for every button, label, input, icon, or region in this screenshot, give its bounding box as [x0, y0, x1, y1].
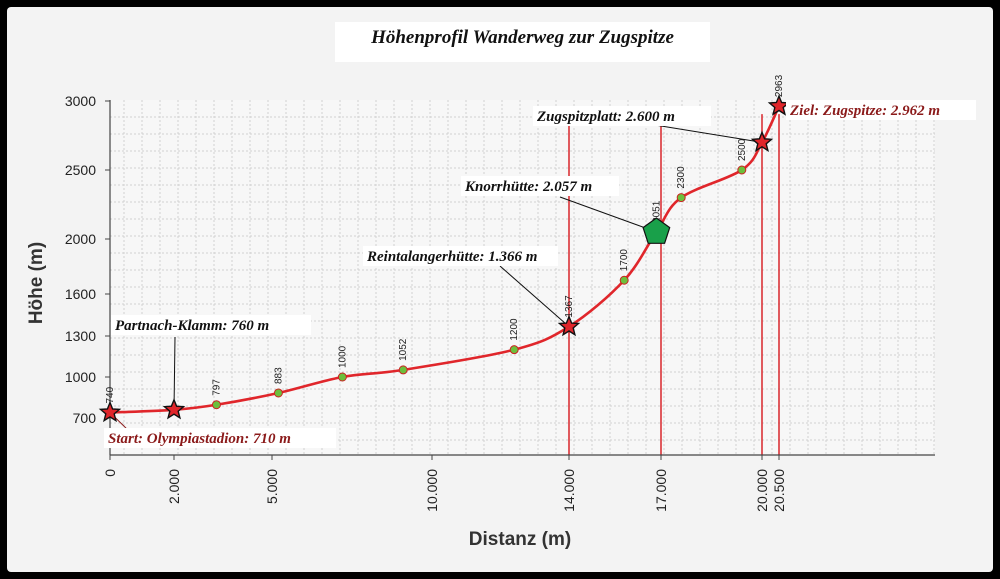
annotation-leader: [499, 265, 570, 327]
data-point: [337, 372, 347, 382]
annotation-label: Reintalangerhütte: 1.366 m: [366, 249, 537, 265]
y-tick-label: 1000: [65, 369, 96, 385]
value-label: 2300: [676, 166, 687, 189]
elevation-line: [109, 105, 781, 414]
annotation-box: [104, 428, 336, 448]
value-label: 797: [211, 379, 222, 396]
y-tick-label: 3000: [65, 93, 96, 109]
plot-area: [110, 100, 935, 455]
star-marker: [557, 314, 581, 337]
annotation-label: Partnach-Klamm: 760 m: [115, 318, 269, 334]
x-tick-label: 17.000: [653, 469, 669, 512]
data-point: [509, 345, 519, 355]
x-tick-label: 5.000: [264, 469, 280, 504]
value-label: 883: [273, 367, 284, 384]
y-tick-labels: 700 1000 1300 1600 2000 2500 3000: [65, 93, 110, 426]
annotation-label: Start: Olympiastadion: 710 m: [108, 431, 291, 447]
value-labels: 740 797 883 1000 1052 1200 1367 1700 2051 2300 250…: [105, 74, 785, 403]
y-axis-title: Höhe (m): [26, 242, 47, 324]
value-label: 1367: [564, 295, 575, 318]
y-tick-label: 1600: [65, 286, 96, 302]
value-label: 1052: [398, 338, 409, 361]
x-tick-label: 20.500: [771, 469, 787, 512]
vertical-lines: [568, 114, 780, 455]
data-point: [676, 193, 686, 203]
annotation-box: [533, 106, 711, 126]
x-tick-label: 0: [102, 469, 118, 477]
annotation-box: [461, 176, 619, 196]
y-tick-label: 2000: [65, 231, 96, 247]
value-label: 2500: [737, 138, 748, 161]
annotation-label: Knorrhütte: 2.057 m: [464, 179, 592, 195]
value-label: 1000: [337, 345, 348, 368]
data-point: [273, 388, 283, 398]
data-point: [619, 275, 629, 285]
annotation-label: Ziel: Zugspitze: 2.962 m: [789, 103, 940, 119]
annotations: Start: Olympiastadion: 710 m Partnach-Kla…: [104, 100, 976, 448]
y-tick-label: 2500: [65, 162, 96, 178]
x-tick-labels: 0 2.000 5.000 10.000 14.000 17.000 20.000 20.50…: [102, 455, 787, 512]
annotation-leader: [173, 336, 176, 410]
x-tick-label: 14.000: [561, 469, 577, 512]
x-axis-title: Distanz (m): [469, 529, 571, 550]
data-point: [398, 365, 408, 375]
y-tick-label: 700: [73, 410, 97, 426]
annotation-leader: [654, 124, 763, 143]
value-label: 2963: [774, 74, 785, 97]
pentagon-marker: [642, 217, 671, 244]
star-marker: [98, 400, 122, 423]
value-label: 740: [105, 386, 116, 403]
y-tick-label: 1300: [65, 328, 96, 344]
value-label: 2051: [651, 200, 662, 223]
star-marker: [750, 130, 774, 153]
axes: [109, 100, 935, 456]
title-box: [335, 22, 710, 62]
value-label: 1200: [509, 318, 520, 341]
data-point: [211, 400, 221, 410]
markers: [98, 94, 791, 423]
x-tick-label: 2.000: [166, 469, 182, 504]
star-marker: [162, 397, 186, 420]
chart-title: Höhenprofil Wanderweg zur Zugspitze: [371, 27, 674, 48]
x-tick-label: 20.000: [754, 469, 770, 512]
annotation-box: [363, 246, 558, 266]
annotation-box: [786, 100, 976, 120]
annotation-box: [111, 315, 311, 335]
value-label: 1700: [619, 249, 630, 272]
annotation-label: Zugspitzplatt: 2.600 m: [536, 109, 675, 125]
data-point: [737, 165, 747, 175]
x-tick-label: 10.000: [424, 469, 440, 512]
annotation-leader: [559, 196, 657, 233]
